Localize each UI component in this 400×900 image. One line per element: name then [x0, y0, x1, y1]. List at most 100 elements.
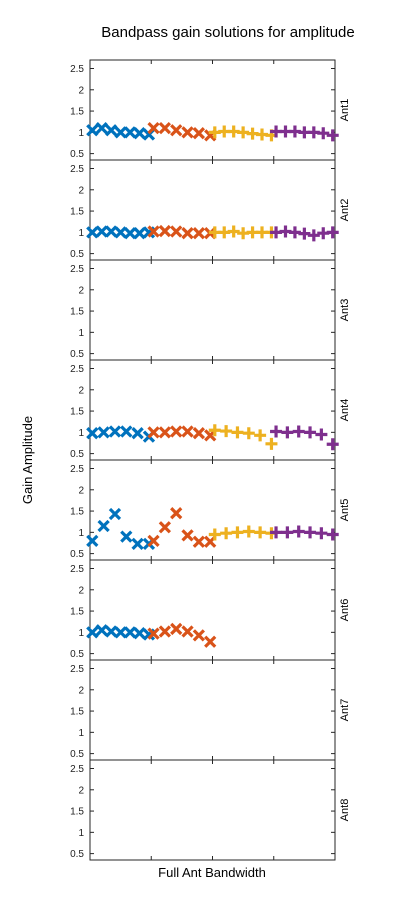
panel-ant5: 0.5 1 1.5 2 2.5 Ant5 — [70, 459, 351, 561]
data-marker — [86, 124, 99, 137]
data-marker — [231, 526, 244, 539]
y-tick-label: 1 — [78, 128, 84, 139]
y-tick-label: 0.5 — [70, 449, 84, 460]
y-tick-label: 2 — [78, 585, 84, 596]
data-marker — [315, 527, 328, 540]
data-marker — [181, 529, 194, 542]
y-tick-label: 1.5 — [70, 507, 84, 518]
y-tick-label: 2 — [78, 485, 84, 496]
data-marker — [304, 426, 317, 439]
data-marker — [95, 121, 108, 135]
data-marker — [292, 525, 305, 538]
data-marker — [131, 427, 144, 440]
y-tick-label: 1 — [78, 428, 84, 439]
y-tick-label: 2 — [78, 185, 84, 196]
data-marker — [158, 521, 172, 534]
data-marker — [181, 625, 194, 638]
data-marker — [147, 225, 160, 238]
panel-ant4: 0.5 1 1.5 2 2.5 Ant4 — [70, 359, 351, 461]
panel-ant8: 0.5 1 1.5 2 2.5 Ant8 — [70, 759, 351, 861]
data-marker — [181, 126, 194, 139]
panel-label: Ant8 — [339, 799, 351, 822]
data-marker — [298, 227, 311, 240]
data-marker — [120, 530, 133, 543]
y-tick-label: 1.5 — [70, 207, 84, 218]
data-marker — [133, 227, 146, 240]
y-tick-label: 1 — [78, 228, 84, 239]
data-marker — [123, 626, 137, 639]
y-axis-label: Gain Amplitude — [20, 416, 35, 504]
data-marker — [114, 226, 127, 239]
data-marker — [123, 227, 137, 240]
panel-label: Ant2 — [339, 199, 351, 222]
data-marker — [281, 426, 294, 439]
data-marker — [192, 535, 206, 548]
panel-label: Ant5 — [339, 499, 351, 522]
y-tick-label: 0.5 — [70, 149, 84, 160]
panel-ant3: 0.5 1 1.5 2 2.5 Ant3 — [70, 259, 351, 361]
y-tick-label: 0.5 — [70, 649, 84, 660]
data-marker — [108, 507, 122, 521]
panel-frame — [89, 259, 336, 361]
x-axis-label: Full Ant Bandwidth — [158, 865, 266, 880]
panel-frame — [89, 659, 336, 761]
data-marker — [105, 225, 118, 238]
y-tick-label: 1 — [78, 528, 84, 539]
y-tick-label: 0.5 — [70, 349, 84, 360]
data-marker — [208, 424, 221, 437]
panel-label: Ant7 — [339, 699, 351, 722]
data-marker — [123, 126, 137, 139]
data-marker — [170, 225, 183, 238]
data-marker — [158, 426, 172, 439]
data-marker — [242, 525, 255, 538]
data-marker — [105, 124, 118, 137]
data-marker — [315, 428, 328, 441]
y-tick-label: 2.5 — [70, 364, 84, 375]
data-marker — [131, 537, 144, 550]
panel-frame — [89, 359, 336, 461]
y-tick-label: 2.5 — [70, 464, 84, 475]
data-marker — [170, 425, 183, 438]
data-marker — [281, 526, 294, 539]
y-tick-label: 1 — [78, 828, 84, 839]
y-tick-label: 2 — [78, 685, 84, 696]
data-marker — [86, 534, 99, 547]
panel-ant2: 0.5 1 1.5 2 2.5 Ant2 — [70, 159, 351, 261]
panel-frame — [89, 159, 336, 261]
data-marker — [220, 527, 233, 540]
data-marker — [304, 526, 317, 539]
panels-group: 0.5 1 1.5 2 2.5 Ant1 0.5 1 1.5 2 2.5 Ant2 0.5 1 1.5 2 2.… — [70, 59, 351, 861]
data-marker — [147, 534, 160, 547]
panel-frame — [89, 59, 336, 161]
data-marker — [208, 528, 221, 541]
data-marker — [158, 224, 172, 238]
data-marker — [95, 624, 108, 637]
data-marker — [170, 507, 183, 520]
data-marker — [192, 127, 206, 140]
data-marker — [181, 425, 194, 438]
y-tick-label: 1 — [78, 328, 84, 339]
data-marker — [307, 229, 320, 242]
data-marker — [326, 226, 339, 239]
y-tick-label: 1.5 — [70, 307, 84, 318]
y-tick-label: 2 — [78, 285, 84, 296]
panel-label: Ant1 — [339, 99, 351, 122]
panel-label: Ant4 — [339, 399, 351, 422]
y-tick-label: 2 — [78, 85, 84, 96]
data-marker — [120, 425, 133, 438]
y-tick-label: 2 — [78, 785, 84, 796]
data-marker — [86, 427, 99, 440]
data-marker — [254, 429, 267, 442]
y-tick-label: 0.5 — [70, 749, 84, 760]
y-tick-label: 1.5 — [70, 607, 84, 618]
data-marker — [192, 427, 206, 440]
y-tick-label: 0.5 — [70, 549, 84, 560]
panel-label: Ant3 — [339, 299, 351, 322]
y-tick-label: 1.5 — [70, 107, 84, 118]
y-tick-label: 0.5 — [70, 849, 84, 860]
data-marker — [227, 225, 240, 238]
y-tick-label: 1.5 — [70, 807, 84, 818]
panel-ant1: 0.5 1 1.5 2 2.5 Ant1 — [70, 59, 351, 161]
data-marker — [158, 121, 172, 135]
